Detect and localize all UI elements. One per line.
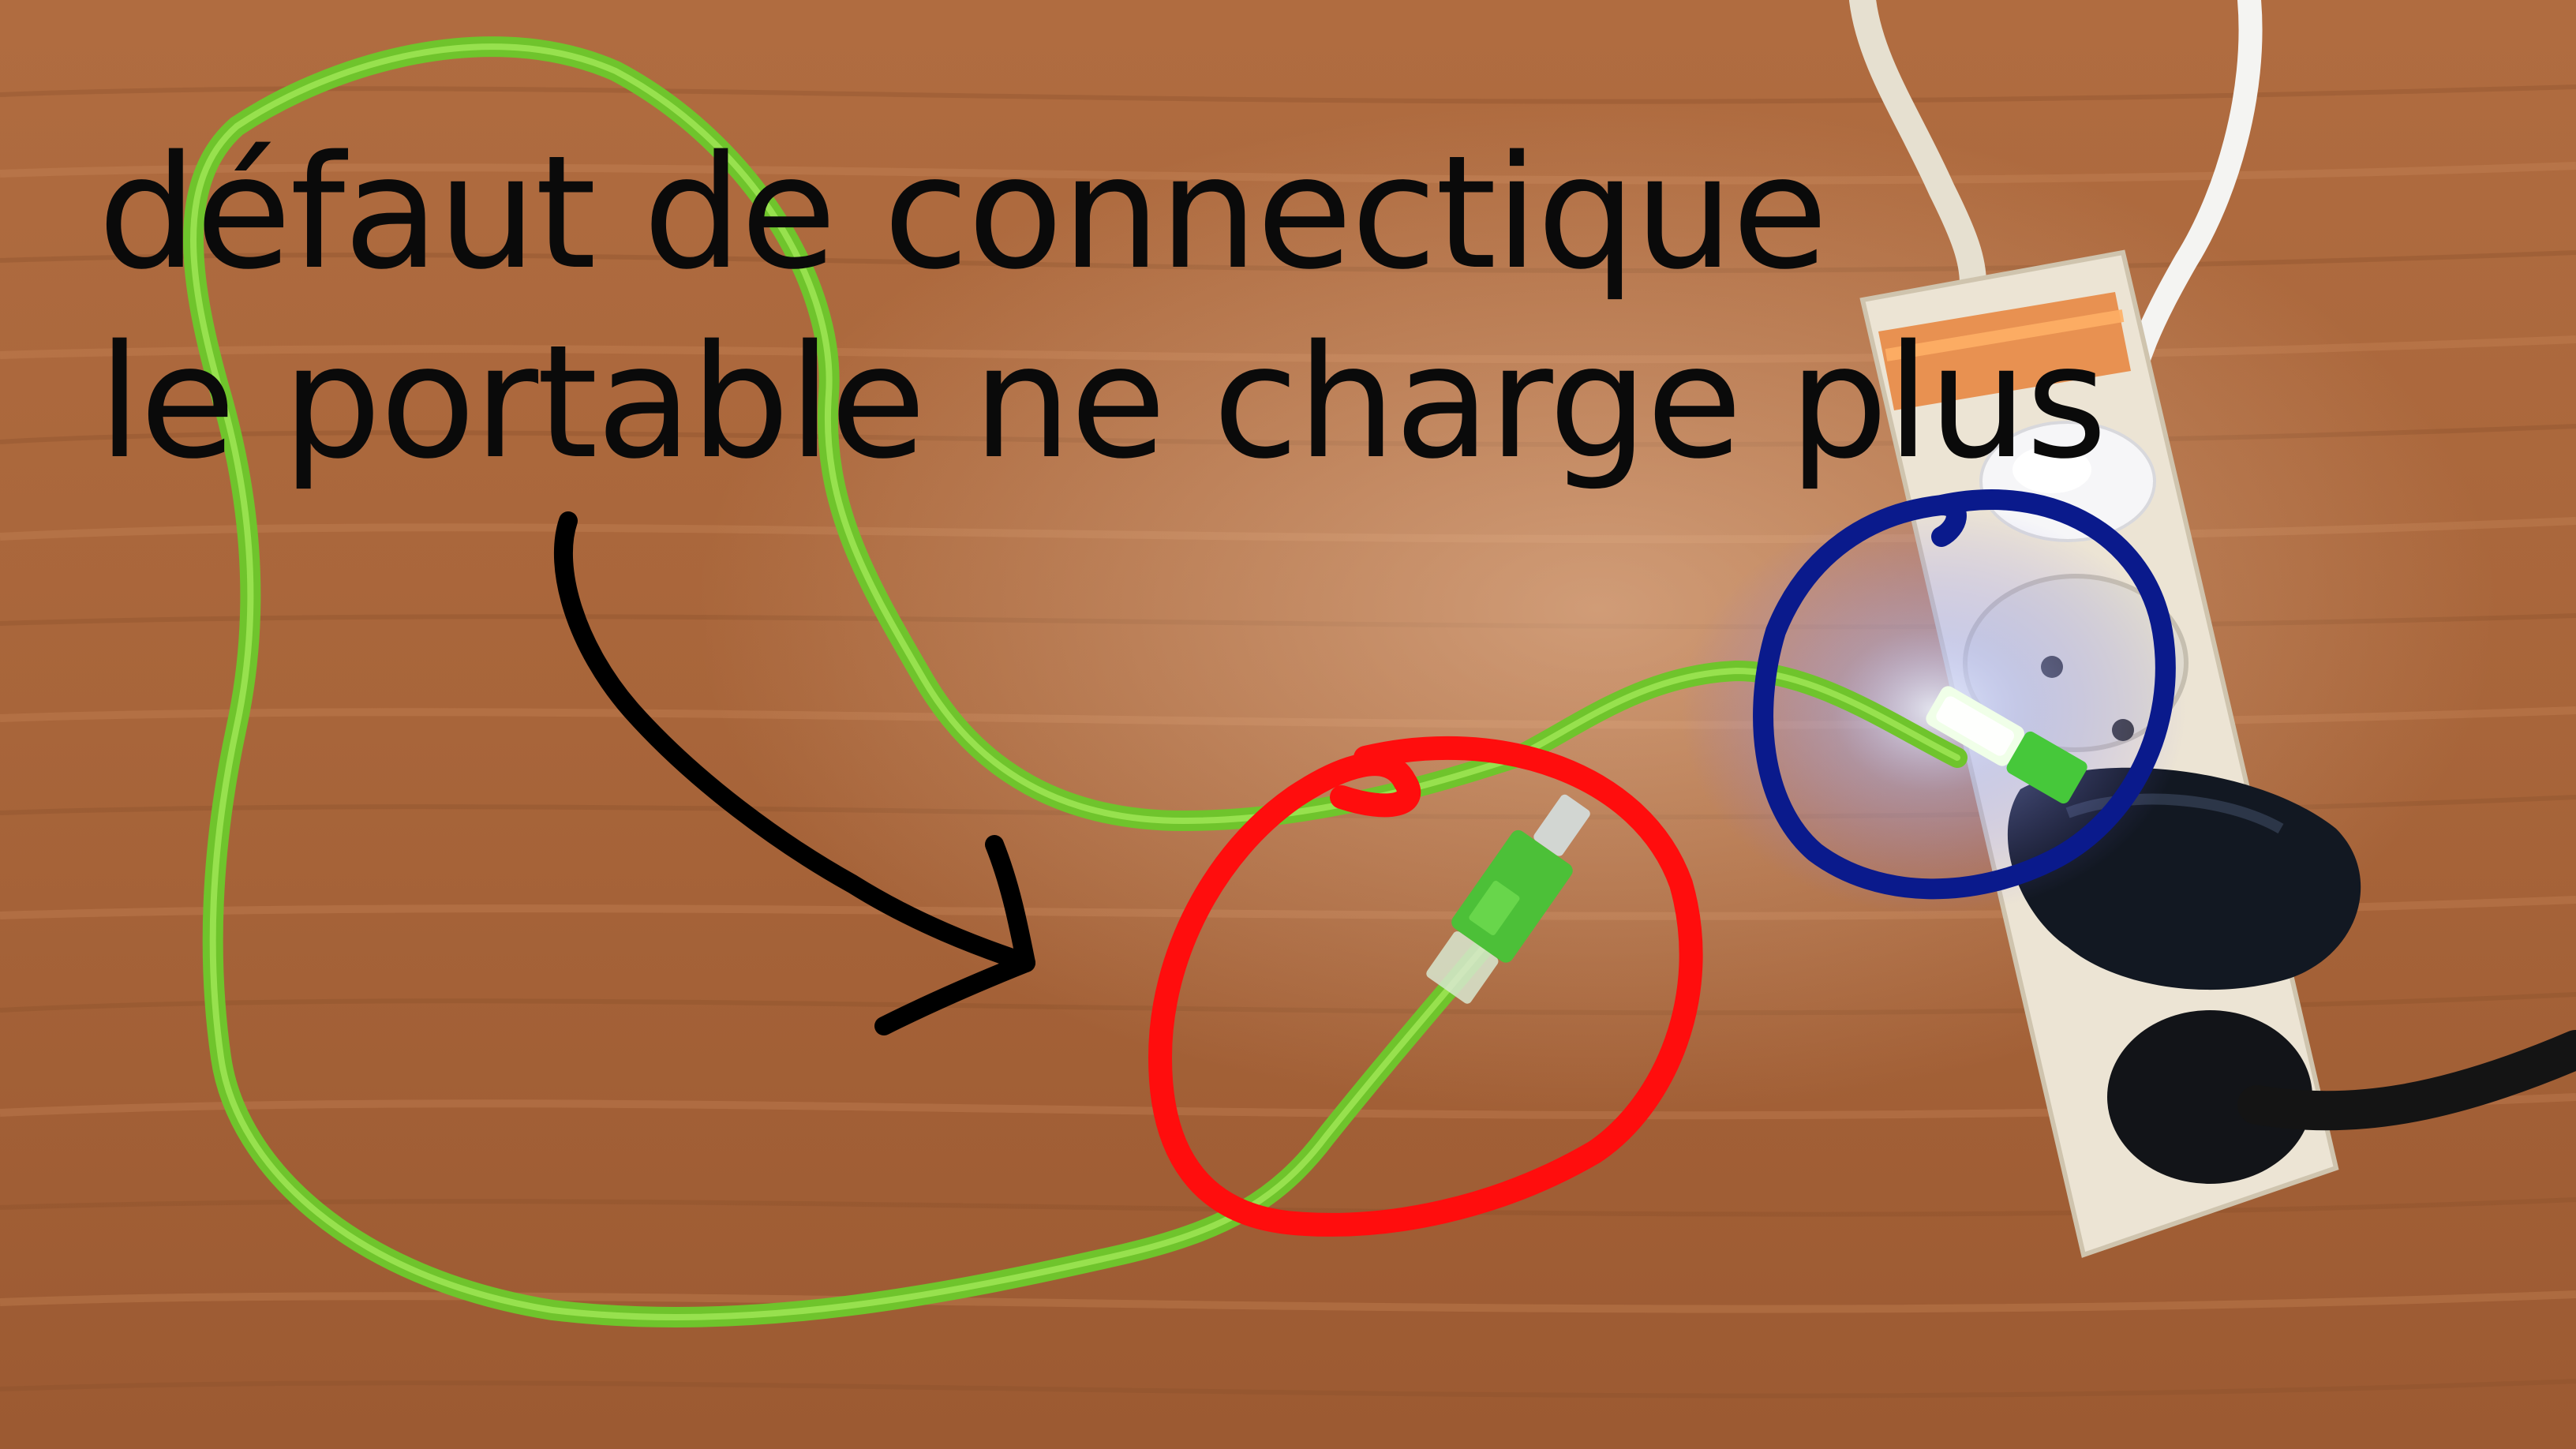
usb-plug-lit <box>1926 686 2087 804</box>
annotation-line-2: le portable ne charge plus <box>98 311 2107 493</box>
blue-circle-annotation <box>1753 489 2176 900</box>
lightning-connector <box>1426 794 1590 1004</box>
curved-arrow-icon <box>554 511 1035 1035</box>
green-cable <box>183 36 1968 1328</box>
annotation-text: défaut de connectique le portable ne cha… <box>98 118 2107 497</box>
black-plug <box>2107 1010 2576 1184</box>
annotation-line-1: défaut de connectique <box>98 122 1828 304</box>
red-circle-annotation <box>1148 736 1703 1237</box>
